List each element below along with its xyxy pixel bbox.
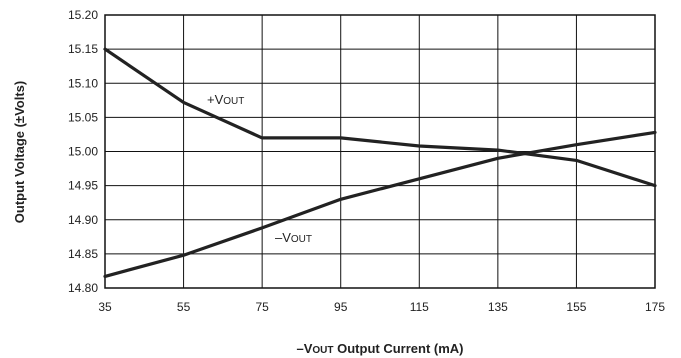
y-tick-label: 15.00: [68, 145, 98, 159]
x-tick-label: 75: [255, 300, 269, 314]
series-label-plus-vout: +VOUT: [207, 92, 244, 107]
series-line-minus-vout: [103, 130, 657, 278]
y-tick-labels: 14.80 14.85 14.90 14.95 15.00 15.05 15.10 15.15…: [68, 8, 98, 295]
y-tick-label: 14.90: [68, 213, 98, 227]
y-tick-label: 15.10: [68, 76, 98, 90]
x-tick-label: 95: [334, 300, 348, 314]
y-axis-title: Output Voltage (±Volts): [12, 81, 27, 223]
y-tick-label: 15.20: [68, 8, 98, 22]
series-label-minus-vout: –VOUT: [275, 230, 312, 245]
series-lines: [103, 47, 657, 278]
plot-frame: [104, 14, 656, 289]
y-tick-label: 14.95: [68, 179, 98, 193]
x-tick-labels: 35 55 75 95 115 135 155 175: [98, 300, 665, 314]
y-tick-label: 14.85: [68, 247, 98, 261]
x-tick-label: 175: [645, 300, 665, 314]
x-tick-label: 135: [488, 300, 508, 314]
y-tick-label: 14.80: [68, 281, 98, 295]
y-tick-label: 15.15: [68, 42, 98, 56]
x-tick-label: 35: [98, 300, 112, 314]
y-tick-label: 15.05: [68, 110, 98, 124]
x-tick-label: 55: [177, 300, 191, 314]
grid-lines: [104, 14, 656, 289]
x-axis-title: –VOUT Output Current (mA): [297, 341, 464, 356]
series-line-plus-vout: [103, 47, 657, 188]
x-tick-label: 155: [566, 300, 586, 314]
x-tick-label: 115: [410, 300, 429, 314]
